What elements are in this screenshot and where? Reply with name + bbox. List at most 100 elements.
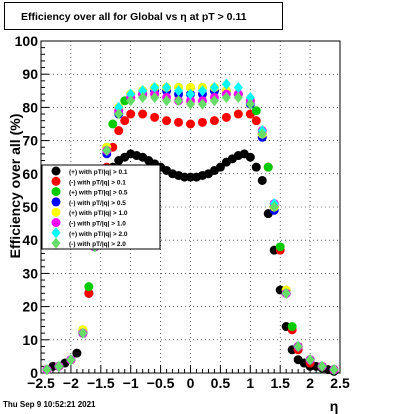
timestamp: Thu Sep 9 10:52:21 2021	[3, 400, 96, 409]
chart-title: Efficiency over all for Global vs η at p…	[4, 2, 283, 30]
legend-marker	[51, 237, 61, 249]
data-point	[138, 85, 148, 97]
data-point	[162, 81, 172, 93]
data-point	[162, 95, 172, 107]
data-point	[275, 242, 285, 252]
data-point	[114, 108, 124, 120]
data-point	[287, 322, 297, 332]
y-tick-label: 0	[30, 365, 38, 381]
data-point	[245, 152, 255, 162]
x-tick-label: 1.5	[270, 375, 290, 391]
data-point	[215, 162, 225, 172]
data-point	[221, 78, 231, 90]
legend-entry: (+) with pT/|q| > 0.5	[69, 190, 128, 197]
x-tick-label: −0.5	[147, 375, 175, 391]
y-tick-label: 70	[22, 133, 38, 149]
legend-marker	[51, 218, 61, 227]
x-tick-label: −2.5	[27, 375, 55, 391]
data-point	[305, 354, 315, 366]
legend-marker	[51, 197, 61, 207]
data-point	[269, 201, 279, 213]
data-point	[174, 95, 184, 107]
data-point	[186, 82, 195, 92]
data-point	[186, 119, 195, 129]
x-tick-label: 2.5	[330, 375, 350, 391]
data-point	[102, 145, 112, 157]
legend-marker	[51, 187, 61, 197]
data-point	[186, 98, 195, 110]
y-tick-label: 10	[22, 332, 38, 348]
data-point	[251, 162, 261, 172]
data-point	[126, 88, 136, 100]
data-point	[126, 95, 136, 107]
legend-entry: (+) with pT/|q| > 0.1	[69, 169, 128, 176]
legend-entry: (+) with pT/|q| > 2.0	[69, 231, 128, 238]
data-point	[66, 354, 76, 366]
data-point	[197, 117, 207, 127]
y-tick-label: 20	[22, 299, 38, 315]
data-point	[150, 112, 160, 122]
data-point	[138, 91, 148, 103]
data-point	[257, 175, 267, 185]
data-point	[317, 360, 327, 372]
data-point	[263, 162, 273, 172]
data-point	[329, 364, 339, 376]
legend-entry: (+) with pT/|q| > 1.0	[69, 210, 128, 217]
legend-entry: (-) with pT/|q| > 0.1	[69, 179, 126, 186]
y-tick-label: 90	[22, 66, 38, 82]
data-point	[84, 288, 94, 298]
legend-entry: (-) with pT/|q| > 0.5	[69, 200, 126, 207]
data-point	[72, 348, 82, 358]
data-point	[84, 282, 94, 292]
data-point	[209, 81, 219, 93]
data-point	[257, 128, 267, 140]
data-point	[150, 81, 160, 93]
x-tick-label: −2	[63, 375, 79, 391]
y-tick-label: 80	[22, 99, 38, 115]
data-point	[293, 340, 303, 352]
x-axis-label: η	[330, 398, 339, 414]
data-point	[197, 98, 207, 110]
x-tick-label: 2	[306, 375, 314, 391]
data-point	[221, 91, 231, 103]
data-point	[138, 109, 148, 119]
data-point	[233, 91, 243, 103]
legend-marker	[51, 227, 61, 239]
data-point	[114, 101, 124, 113]
legend-marker	[51, 176, 61, 186]
data-point	[251, 106, 261, 116]
data-point	[281, 287, 291, 299]
data-point	[150, 91, 160, 103]
y-tick-label: 100	[15, 33, 39, 49]
data-point	[78, 327, 88, 339]
data-point	[221, 112, 231, 122]
data-point	[174, 117, 184, 127]
y-tick-label: 50	[22, 199, 38, 215]
legend-entry: (-) with pT/|q| > 1.0	[69, 221, 126, 228]
data-point	[245, 98, 255, 110]
x-tick-label: −1.5	[87, 375, 115, 391]
data-point	[209, 95, 219, 107]
data-point	[186, 88, 195, 100]
legend-marker	[51, 207, 61, 217]
x-tick-label: 1	[246, 375, 254, 391]
legend-box	[41, 164, 161, 250]
y-tick-label: 30	[22, 265, 38, 281]
data-point	[245, 91, 255, 103]
data-point	[251, 116, 261, 126]
x-tick-label: 0.5	[211, 375, 231, 391]
data-point	[197, 85, 207, 97]
data-point	[108, 119, 118, 129]
x-tick-label: 0	[187, 375, 195, 391]
legend-entry: (-) with pT/|q| > 2.0	[69, 241, 126, 248]
data-point	[174, 85, 184, 97]
y-axis-label: Efficiency over all (%)	[7, 114, 23, 259]
data-point	[162, 116, 172, 126]
data-point	[42, 364, 52, 376]
data-point	[120, 116, 130, 126]
y-tick-label: 40	[22, 232, 38, 248]
data-point	[233, 81, 243, 93]
data-point	[209, 116, 219, 126]
data-point	[126, 109, 136, 119]
